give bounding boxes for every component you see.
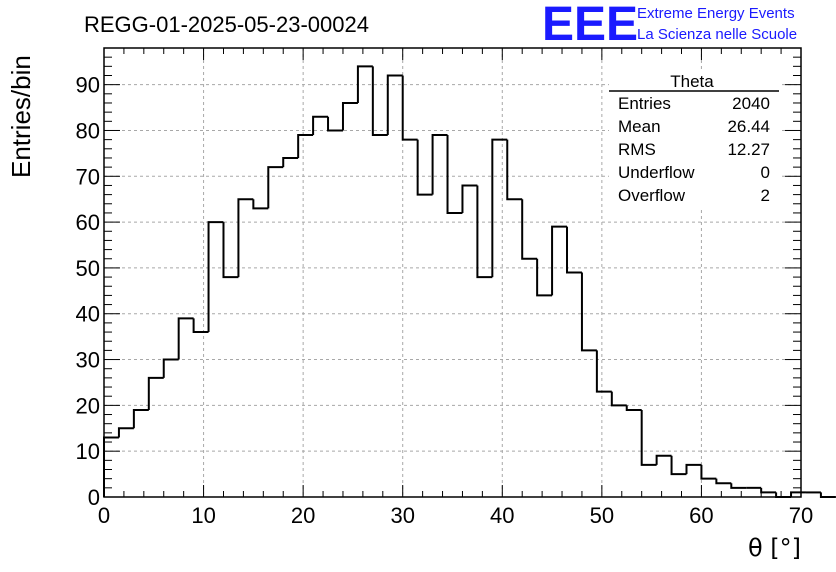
- histogram-bin: [162, 358, 179, 378]
- histogram-bin: [431, 134, 448, 195]
- x-axis-title: θ [°]: [748, 534, 801, 562]
- y-tick-label: 10: [76, 439, 100, 464]
- y-tick-labels: 0 10 20 30 40 50 60 70 80 90: [76, 73, 100, 510]
- plot-frame: [103, 47, 802, 498]
- histogram-bin: [371, 66, 388, 137]
- y-tick-label: 80: [76, 118, 100, 143]
- histogram-bin: [655, 454, 672, 465]
- stats-row-label: RMS: [618, 140, 656, 159]
- y-tick-label: 90: [76, 73, 100, 98]
- histogram-bin: [267, 166, 284, 209]
- histogram-bin: [536, 258, 553, 297]
- histogram-bin: [356, 65, 373, 103]
- brand-line-2: La Scienza nelle Scuole: [637, 26, 797, 43]
- histogram-bin: [610, 391, 627, 407]
- y-tick-label: 70: [76, 164, 100, 189]
- histogram-bin: [252, 199, 269, 210]
- eee-logo: EEE Extreme Energy Events La Scienza nel…: [542, 0, 797, 51]
- histogram-bin: [177, 317, 194, 360]
- histogram-bin: [580, 272, 597, 352]
- x-tick-label: 60: [689, 503, 713, 528]
- histogram-bin: [730, 483, 747, 489]
- x-tick-label: 10: [191, 503, 215, 528]
- y-tick-label: 50: [76, 256, 100, 281]
- stats-box-background: [609, 70, 779, 210]
- histogram-bin: [327, 116, 343, 132]
- histogram-bin: [476, 185, 493, 279]
- histogram-bin: [192, 318, 209, 334]
- y-tick-label: 0: [88, 485, 100, 510]
- histogram-bin: [715, 478, 732, 485]
- histogram-bin: [760, 487, 777, 494]
- histogram-bin: [401, 75, 418, 141]
- stats-row-label: Mean: [618, 117, 661, 136]
- histogram-bin: [237, 198, 254, 278]
- histogram-bin: [416, 139, 433, 196]
- histogram-bin: [700, 464, 717, 480]
- histogram-bin: [461, 184, 478, 213]
- stats-row-value: 2: [761, 186, 770, 205]
- y-tick-label: 20: [76, 393, 100, 418]
- histogram-bin: [446, 135, 463, 214]
- x-tick-label: 70: [789, 503, 813, 528]
- histogram-bin: [386, 74, 403, 136]
- stats-rows: Entries 2040 Mean 26.44 RMS 12.27 Underflow 0 Ov…: [618, 94, 770, 205]
- axis-ticks: [103, 47, 802, 498]
- histogram-bin: [341, 101, 358, 131]
- histogram-bin: [640, 409, 657, 466]
- chart-title: REGG-01-2025-05-23-00024: [84, 12, 369, 37]
- x-tick-label: 20: [291, 503, 315, 528]
- stats-row-value: 0: [761, 163, 770, 182]
- histogram-bin: [521, 199, 538, 260]
- stats-box: Theta Entries 2040 Mean 26.44 RMS 12.27 Underf…: [609, 70, 779, 210]
- histogram-bin: [312, 115, 329, 136]
- histogram-bin: [595, 350, 612, 393]
- histogram-bin: [625, 405, 642, 411]
- histogram-bin: [670, 455, 687, 476]
- stats-box-title: Theta: [670, 72, 714, 91]
- stats-row-value: 12.27: [727, 140, 770, 159]
- stats-row-label: Overflow: [618, 186, 686, 205]
- histogram-bin: [297, 134, 314, 158]
- stats-row-label: Underflow: [618, 163, 695, 182]
- histogram-bin: [132, 408, 149, 429]
- histogram-bin: [819, 492, 836, 498]
- y-axis-title: Entries/bin: [6, 55, 36, 178]
- histogram-bin: [551, 225, 568, 296]
- x-tick-label: 40: [490, 503, 514, 528]
- histogram-bin: [282, 156, 299, 168]
- histogram-bin: [117, 427, 134, 438]
- eee-logo-mark: EEE: [542, 0, 638, 51]
- histogram-bin: [566, 226, 582, 274]
- x-tick-label: 30: [390, 503, 414, 528]
- x-tick-label: 50: [590, 503, 614, 528]
- histogram-bin: [207, 221, 224, 333]
- histogram-bin: [491, 138, 508, 278]
- y-tick-label: 30: [76, 348, 100, 373]
- histogram-bin: [147, 376, 164, 410]
- x-tick-labels: 0 10 20 30 40 50 60 70: [98, 503, 813, 528]
- stats-row-value: 2040: [732, 94, 770, 113]
- y-tick-label: 60: [76, 210, 100, 235]
- stats-row-value: 26.44: [727, 117, 770, 136]
- x-tick-label: 0: [98, 503, 110, 528]
- histogram-bin: [222, 222, 239, 279]
- histogram-bin: [685, 463, 702, 475]
- histogram-bin: [506, 139, 523, 201]
- y-tick-label: 40: [76, 302, 100, 327]
- stats-row-label: Entries: [618, 94, 671, 113]
- brand-line-1: Extreme Energy Events: [637, 5, 795, 22]
